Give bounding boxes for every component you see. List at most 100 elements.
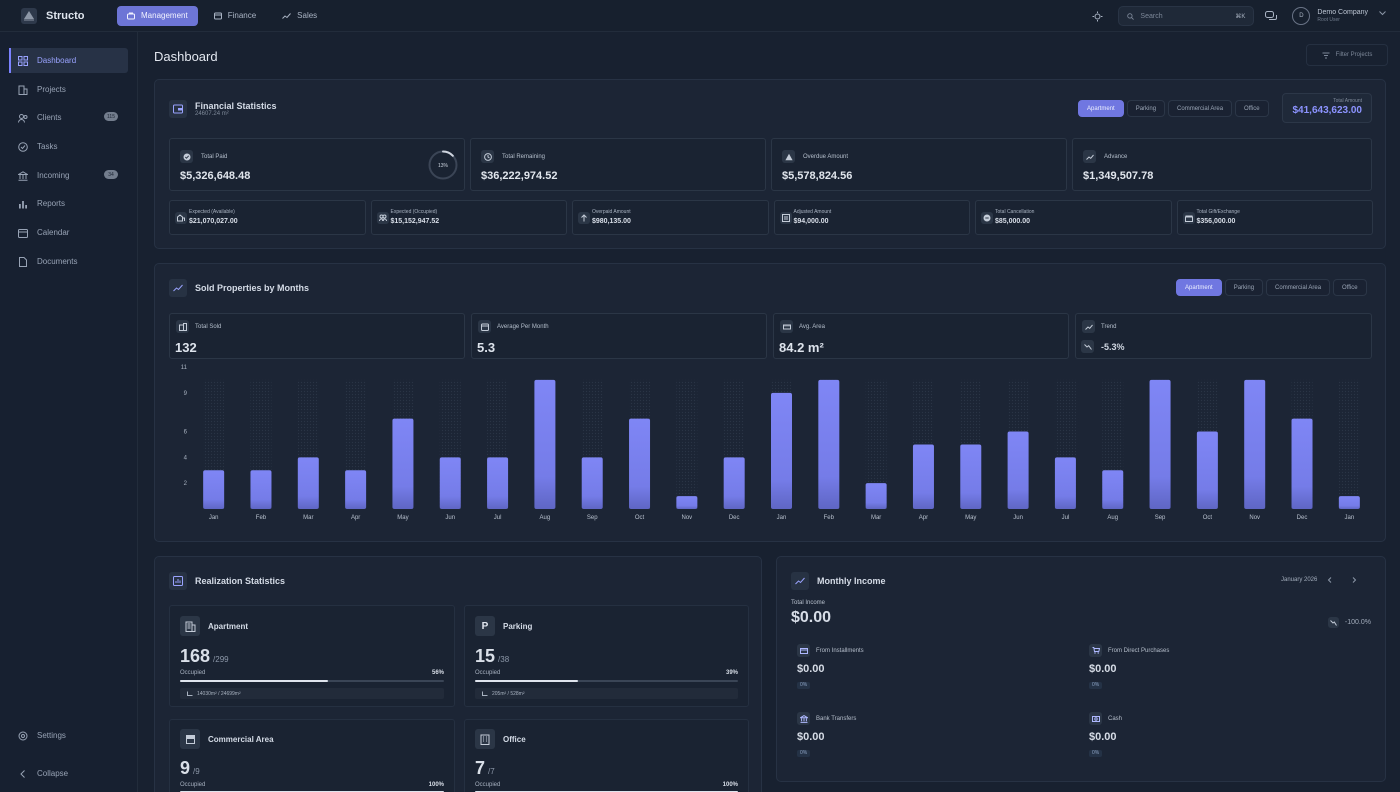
average-per-month-value: 5.3 bbox=[477, 340, 496, 355]
bar-jan-0[interactable] bbox=[203, 470, 225, 509]
advance-card: Advance $1,349,507.78 bbox=[1072, 138, 1372, 191]
expected-occupied-value: $15,152,947.52 bbox=[390, 218, 440, 225]
x-tick-label: Nov bbox=[682, 515, 693, 521]
prev-month-button[interactable] bbox=[1327, 577, 1333, 583]
commercial-total-count: /9 bbox=[193, 767, 200, 776]
apartment-icon-wrap bbox=[180, 616, 200, 636]
bar-nov-10[interactable] bbox=[676, 496, 698, 509]
bar-apr-15[interactable] bbox=[912, 444, 934, 509]
bar-mar-2[interactable] bbox=[297, 457, 319, 509]
realization-apartment-card: Apartment 168/299 Occupied 56% 14030m² /… bbox=[169, 605, 455, 707]
calendar-icon bbox=[18, 228, 28, 238]
search-input[interactable]: Search ⌘K bbox=[1118, 6, 1255, 26]
bar-jun-5[interactable] bbox=[439, 457, 461, 509]
nav-management[interactable]: Management bbox=[117, 5, 198, 26]
bar-sep-20[interactable] bbox=[1149, 379, 1171, 509]
sidebar-item-reports[interactable]: Reports bbox=[9, 191, 128, 216]
users-icon-wrap bbox=[376, 212, 389, 224]
bank-transfers-label: Bank Transfers bbox=[816, 715, 857, 722]
arrow-up-icon bbox=[581, 214, 587, 222]
sidebar-item-tasks[interactable]: Tasks bbox=[9, 134, 128, 159]
bar-aug-7[interactable] bbox=[534, 379, 556, 509]
bar-may-16[interactable] bbox=[960, 444, 982, 509]
briefcase-icon bbox=[127, 12, 135, 19]
messages-button[interactable] bbox=[1264, 9, 1278, 23]
user-menu[interactable]: D Demo Company Root User bbox=[1292, 7, 1386, 25]
x-tick-label: Jul bbox=[1062, 515, 1070, 521]
sold-tab-office[interactable]: Office bbox=[1333, 279, 1367, 296]
x-tick-label: May bbox=[397, 515, 408, 521]
next-month-button[interactable] bbox=[1351, 577, 1357, 583]
overdue-amount-label: Overdue Amount bbox=[803, 153, 849, 160]
app-logo[interactable]: Structo bbox=[0, 7, 115, 25]
sidebar-item-calendar[interactable]: Calendar bbox=[9, 220, 128, 245]
x-tick-label: Apr bbox=[351, 515, 360, 521]
sidebar-item-clients[interactable]: Clients 115 bbox=[9, 105, 128, 130]
cart-icon bbox=[1092, 647, 1100, 654]
bar-jun-17[interactable] bbox=[1007, 431, 1029, 509]
total-income-label: Total Income bbox=[791, 600, 826, 606]
bar-oct-9[interactable] bbox=[629, 418, 651, 509]
calendar-icon-wrap bbox=[478, 320, 491, 333]
sold-tab-parking[interactable]: Parking bbox=[1224, 279, 1264, 296]
total-cancellation-label: Total Cancellation bbox=[995, 209, 1035, 215]
total-cancellation-card: Total Cancellation $85,000.00 bbox=[975, 200, 1172, 235]
apartment-occupied-percent: 56% bbox=[431, 670, 444, 676]
nav-finance[interactable]: Finance bbox=[204, 6, 266, 26]
x-tick-label: Aug bbox=[540, 515, 551, 521]
bar-jan-12[interactable] bbox=[771, 392, 792, 509]
advance-label: Advance bbox=[1104, 153, 1128, 160]
cash-percent: 0% bbox=[1089, 750, 1103, 757]
financial-tab-office[interactable]: Office bbox=[1235, 100, 1269, 117]
nav-sales-label: Sales bbox=[297, 11, 318, 20]
sidebar-item-dashboard[interactable]: Dashboard bbox=[9, 48, 128, 73]
bar-aug-19[interactable] bbox=[1102, 470, 1124, 509]
x-tick-label: Jan bbox=[1344, 515, 1354, 521]
main-nav: Management Finance Sales bbox=[117, 5, 327, 26]
bar-dec-11[interactable] bbox=[723, 457, 745, 509]
bar-jul-6[interactable] bbox=[487, 457, 509, 509]
bar-oct-21[interactable] bbox=[1196, 431, 1218, 509]
bar-jul-18[interactable] bbox=[1054, 457, 1076, 509]
nav-sales[interactable]: Sales bbox=[272, 6, 327, 26]
bar-background bbox=[676, 379, 698, 509]
sidebar-settings[interactable]: Settings bbox=[9, 723, 128, 748]
financial-tab-apartment[interactable]: Apartment bbox=[1078, 100, 1124, 117]
search-shortcut: ⌘K bbox=[1235, 13, 1246, 20]
bar-apr-3[interactable] bbox=[345, 470, 367, 509]
bar-may-4[interactable] bbox=[392, 418, 414, 509]
apartment-progress-bar bbox=[180, 680, 444, 682]
sidebar-item-incoming[interactable]: Incoming 34 bbox=[9, 163, 128, 188]
sold-tab-commercial-area[interactable]: Commercial Area bbox=[1266, 279, 1331, 296]
apartment-building-icon bbox=[185, 621, 195, 632]
area-icon bbox=[482, 691, 488, 696]
financial-tab-parking[interactable]: Parking bbox=[1126, 100, 1166, 117]
sidebar-item-documents[interactable]: Documents bbox=[9, 249, 128, 274]
x-tick-label: Aug bbox=[1107, 515, 1118, 521]
bar-feb-13[interactable] bbox=[818, 379, 840, 509]
financial-tab-commercial-area[interactable]: Commercial Area bbox=[1168, 100, 1233, 117]
advance-value: $1,349,507.78 bbox=[1083, 170, 1154, 182]
bar-dec-23[interactable] bbox=[1291, 418, 1313, 509]
bar-feb-1[interactable] bbox=[250, 470, 272, 509]
realization-commercial-area-card: Commercial Area 9/9 Occupied 100% bbox=[169, 719, 455, 792]
theme-toggle-button[interactable] bbox=[1090, 9, 1104, 23]
x-tick-label: Jan bbox=[209, 515, 219, 521]
sidebar-item-projects[interactable]: Projects bbox=[9, 77, 128, 102]
trend-up-icon bbox=[795, 577, 805, 585]
check-circle-icon bbox=[18, 141, 28, 152]
x-tick-label: Jun bbox=[445, 515, 455, 521]
y-tick-label: 4 bbox=[184, 455, 188, 461]
total-paid-value: $5,326,648.48 bbox=[180, 170, 251, 182]
realization-header-icon-wrap bbox=[169, 572, 187, 590]
sidebar-collapse-button[interactable]: Collapse bbox=[9, 761, 128, 786]
bar-mar-14[interactable] bbox=[865, 483, 887, 509]
bar-nov-22[interactable] bbox=[1244, 379, 1266, 509]
sold-tab-apartment[interactable]: Apartment bbox=[1176, 279, 1222, 296]
bar-jan-24[interactable] bbox=[1338, 496, 1360, 509]
filter-projects-button[interactable]: Filter Projects bbox=[1306, 44, 1388, 66]
bar-sep-8[interactable] bbox=[581, 457, 603, 509]
total-remaining-card: Total Remaining $36,222,974.52 bbox=[470, 138, 766, 191]
apartment-total-count: /299 bbox=[213, 655, 229, 664]
income-header-icon-wrap bbox=[791, 572, 809, 590]
